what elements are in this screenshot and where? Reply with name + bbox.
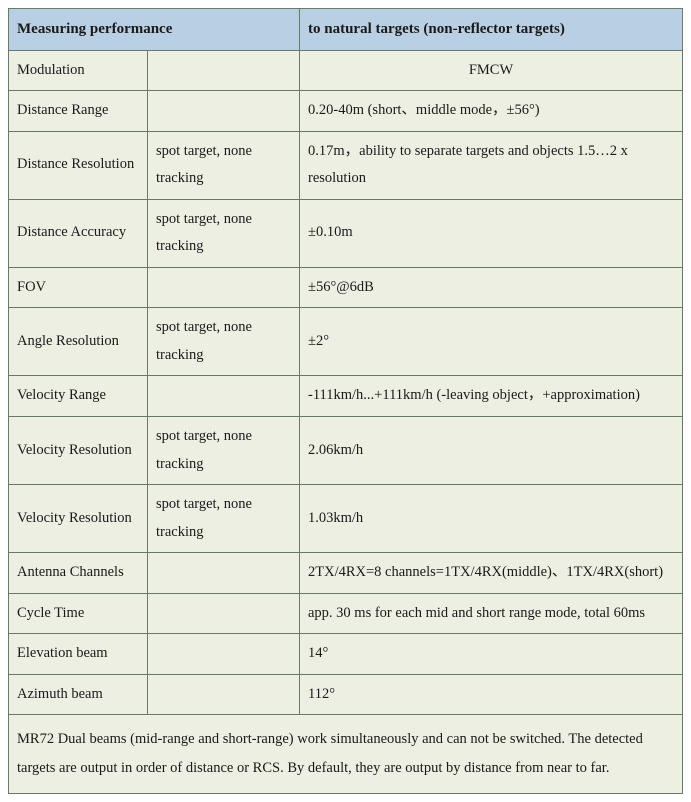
param-value: app. 30 ms for each mid and short range … [300,593,683,634]
param-condition [148,553,300,594]
table-row: Distance Accuracyspot target, none track… [9,199,683,267]
param-condition [148,267,300,308]
param-value: ±2° [300,308,683,376]
table-row: Velocity Range -111km/h...+111km/h (-leav… [9,376,683,417]
table-row: Distance Range 0.20-40m (short、middle mod… [9,91,683,132]
table-row: Modulation FMCW [9,50,683,91]
table-row: Azimuth beam 112° [9,674,683,715]
param-name: Elevation beam [9,634,148,675]
param-value: ±56°@6dB [300,267,683,308]
footer-note: MR72 Dual beams (mid-range and short-ran… [9,715,683,794]
param-name: Distance Accuracy [9,199,148,267]
table-row: FOV ±56°@6dB [9,267,683,308]
param-condition [148,634,300,675]
param-value: 0.20-40m (short、middle mode，±56°) [300,91,683,132]
param-condition [148,376,300,417]
param-value: 2.06km/h [300,416,683,484]
table-row: Velocity Resolutionspot target, none tra… [9,485,683,553]
table-row: Cycle Time app. 30 ms for each mid and sh… [9,593,683,634]
param-value: FMCW [300,50,683,91]
param-condition [148,91,300,132]
param-name: Distance Range [9,91,148,132]
table-row: Velocity Resolutionspot target, none tra… [9,416,683,484]
param-condition [148,50,300,91]
param-name: FOV [9,267,148,308]
table-row: Elevation beam 14° [9,634,683,675]
param-value: 1.03km/h [300,485,683,553]
param-value: 2TX/4RX=8 channels=1TX/4RX(middle)、1TX/4… [300,553,683,594]
param-name: Velocity Resolution [9,416,148,484]
footer-row: MR72 Dual beams (mid-range and short-ran… [9,715,683,794]
param-condition: spot target, none tracking [148,199,300,267]
param-name: Modulation [9,50,148,91]
param-name: Antenna Channels [9,553,148,594]
param-name: Velocity Resolution [9,485,148,553]
param-value: -111km/h...+111km/h (-leaving object，+ap… [300,376,683,417]
param-name: Distance Resolution [9,131,148,199]
param-value: 0.17m，ability to separate targets and ob… [300,131,683,199]
param-condition [148,674,300,715]
param-name: Angle Resolution [9,308,148,376]
param-value: ±0.10m [300,199,683,267]
param-condition: spot target, none tracking [148,416,300,484]
param-value: 112° [300,674,683,715]
header-left: Measuring performance [9,9,300,51]
table-row: Distance Resolutionspot target, none tra… [9,131,683,199]
header-row: Measuring performance to natural targets… [9,9,683,51]
table-row: Angle Resolutionspot target, none tracki… [9,308,683,376]
param-value: 14° [300,634,683,675]
header-right: to natural targets (non-reflector target… [300,9,683,51]
param-condition [148,593,300,634]
spec-table: Measuring performance to natural targets… [8,8,683,794]
param-condition: spot target, none tracking [148,308,300,376]
table-row: Antenna Channels 2TX/4RX=8 channels=1TX/4… [9,553,683,594]
param-condition: spot target, none tracking [148,131,300,199]
param-name: Azimuth beam [9,674,148,715]
param-condition: spot target, none tracking [148,485,300,553]
param-name: Cycle Time [9,593,148,634]
param-name: Velocity Range [9,376,148,417]
